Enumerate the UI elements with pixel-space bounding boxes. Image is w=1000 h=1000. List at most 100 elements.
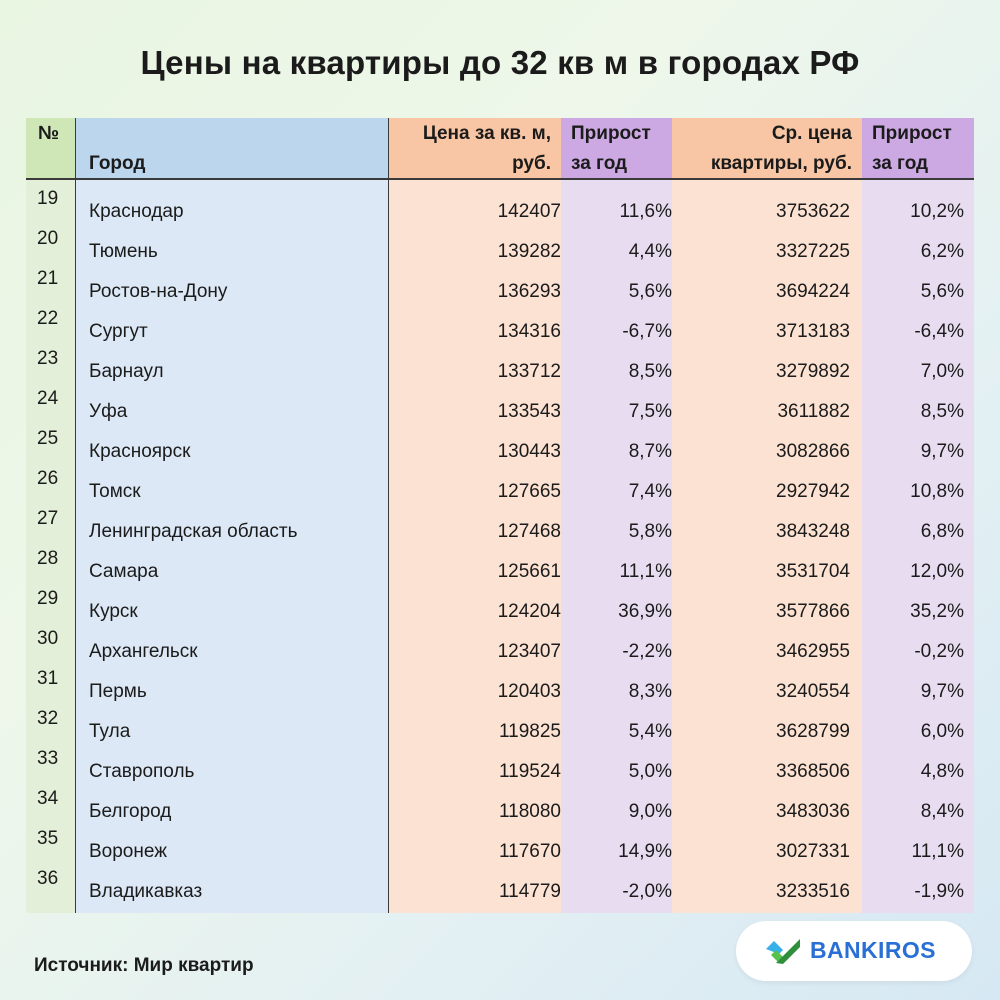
row-number: 34 (37, 788, 59, 809)
table-row: 36 Владикавказ 114779 -2,0% 3233516 -1,9% (26, 860, 974, 902)
header-avg-price: Ср. цена квартиры, руб. (672, 118, 862, 179)
row-city: Сургут (89, 321, 148, 342)
row-city: Ставрополь (89, 761, 195, 782)
row-city: Красноярск (89, 441, 191, 462)
row-price-per-sqm: 119825 (499, 721, 561, 742)
row-growth-avg: 11,1% (911, 841, 964, 862)
row-number: 23 (37, 348, 59, 369)
header-price-per-sqm: Цена за кв. м, руб. (388, 118, 561, 179)
header-growth2-line1: Прирост (872, 123, 952, 144)
header-divider (26, 178, 974, 180)
row-growth-price: -2,2% (622, 641, 672, 662)
header-number: № (26, 118, 75, 179)
row-city: Ростов-на-Дону (89, 281, 228, 302)
row-city: Белгород (89, 801, 172, 822)
table-row: 19 Краснодар 142407 11,6% 3753622 10,2% (26, 180, 974, 222)
row-city: Самара (89, 561, 159, 582)
row-city: Пермь (89, 681, 147, 702)
column-bg-avg-price (672, 118, 862, 913)
row-city: Барнаул (89, 361, 164, 382)
row-price-per-sqm: 114779 (499, 881, 561, 902)
brand-name: BANKIROS (810, 937, 936, 963)
row-avg-price: 3628799 (776, 721, 850, 742)
table-row: 35 Воронеж 117670 14,9% 3027331 11,1% (26, 820, 974, 862)
row-price-per-sqm: 127468 (497, 521, 561, 542)
header-growth-1: Прирост за год (561, 118, 672, 179)
header-avg-line1: Ср. цена (771, 123, 852, 144)
row-price-per-sqm: 139282 (497, 241, 561, 262)
brand-logo: BANKIROS (736, 921, 972, 981)
row-number: 20 (37, 228, 59, 249)
table-row: 34 Белгород 118080 9,0% 3483036 8,4% (26, 780, 974, 822)
row-price-per-sqm: 125661 (497, 561, 561, 582)
table-row: 33 Ставрополь 119524 5,0% 3368506 4,8% (26, 740, 974, 782)
page-title: Цены на квартиры до 32 кв м в городах РФ (140, 44, 860, 81)
row-city: Ленинградская область (89, 521, 298, 542)
row-number: 32 (37, 708, 59, 729)
row-city: Архангельск (89, 641, 198, 662)
column-bg-growth-1 (561, 118, 672, 913)
table-row: 28 Самара 125661 11,1% 3531704 12,0% (26, 540, 974, 582)
row-avg-price: 3483036 (776, 801, 850, 822)
table-row: 29 Курск 124204 36,9% 3577866 35,2% (26, 580, 974, 622)
header-city: Город (75, 118, 388, 179)
table-row: 24 Уфа 133543 7,5% 3611882 8,5% (26, 380, 974, 422)
row-price-per-sqm: 124204 (497, 601, 561, 622)
row-number: 30 (37, 628, 59, 649)
row-growth-avg: 6,2% (920, 241, 964, 262)
row-number: 36 (37, 868, 59, 889)
row-avg-price: 3240554 (776, 681, 850, 702)
row-price-per-sqm: 127665 (497, 481, 561, 502)
row-avg-price: 3327225 (776, 241, 850, 262)
row-growth-price: 5,6% (628, 281, 672, 302)
row-city: Курск (89, 601, 138, 622)
table-body-bg: № Город Цена за кв. м, руб. Прирост за г… (26, 118, 974, 913)
row-growth-avg: 35,2% (910, 601, 964, 622)
row-number: 26 (37, 468, 59, 489)
row-growth-price: 9,0% (628, 801, 672, 822)
row-number: 33 (37, 748, 59, 769)
row-avg-price: 3531704 (776, 561, 850, 582)
column-bg-price-per-sqm (388, 118, 561, 913)
row-city: Владикавказ (89, 881, 203, 902)
row-number: 27 (37, 508, 59, 529)
row-growth-price: -2,0% (622, 881, 672, 902)
row-avg-price: 3694224 (776, 281, 850, 302)
row-price-per-sqm: 133712 (497, 361, 561, 382)
row-growth-avg: 9,7% (920, 441, 964, 462)
row-number: 24 (37, 388, 59, 409)
header-growth2-line2: за год (872, 153, 929, 174)
table-row: 25 Красноярск 130443 8,7% 3082866 9,7% (26, 420, 974, 462)
column-divider (388, 118, 389, 913)
row-city: Томск (89, 481, 141, 502)
row-number: 35 (37, 828, 59, 849)
column-divider (75, 118, 76, 913)
row-growth-avg: -6,4% (914, 321, 964, 342)
row-number: 21 (37, 268, 59, 289)
row-city: Краснодар (89, 201, 184, 222)
row-growth-avg: -1,9% (914, 881, 964, 902)
row-avg-price: 3577866 (776, 601, 850, 622)
row-growth-avg: 8,5% (920, 401, 964, 422)
row-growth-price: 5,4% (628, 721, 672, 742)
row-avg-price: 3843248 (776, 521, 850, 542)
row-price-per-sqm: 120403 (497, 681, 561, 702)
row-growth-avg: 12,0% (910, 561, 964, 582)
header-price-line1: Цена за кв. м, (422, 123, 551, 144)
row-avg-price: 3753622 (776, 201, 850, 222)
row-price-per-sqm: 134316 (497, 321, 561, 342)
row-avg-price: 3027331 (776, 841, 850, 862)
header-city-label: Город (89, 153, 146, 174)
row-growth-price: 7,4% (628, 481, 672, 502)
row-growth-price: 8,3% (628, 681, 672, 702)
row-growth-price: 5,0% (628, 761, 672, 782)
row-price-per-sqm: 142407 (497, 201, 561, 222)
row-avg-price: 3368506 (776, 761, 850, 782)
table-row: 22 Сургут 134316 -6,7% 3713183 -6,4% (26, 300, 974, 342)
row-growth-avg: 5,6% (920, 281, 964, 302)
column-bg-number (26, 118, 75, 913)
row-price-per-sqm: 136293 (497, 281, 561, 302)
row-number: 22 (37, 308, 59, 329)
row-city: Тюмень (89, 241, 158, 262)
table-row: 32 Тула 119825 5,4% 3628799 6,0% (26, 700, 974, 742)
